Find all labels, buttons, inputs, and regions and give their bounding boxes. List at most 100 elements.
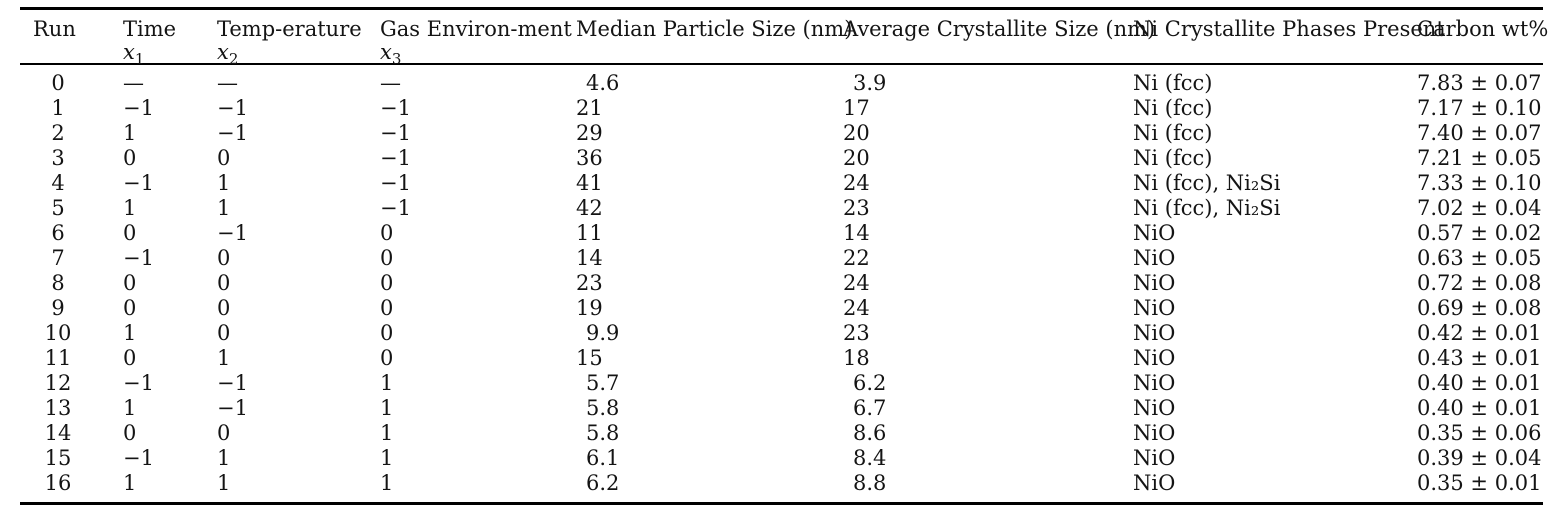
cell-gas-environment-x3: 1 <box>380 396 576 421</box>
table-row: 5 1 1 −1 42 23 Ni (fcc), Ni₂Si 7.02 ± 0.… <box>20 196 1543 221</box>
cell-run: 11 <box>20 346 123 371</box>
carbon-wt-value: 0.39 ± 0.04 <box>1417 446 1542 470</box>
x1-value: 1 <box>123 121 137 145</box>
cell-temperature-x2: 1 <box>217 171 380 196</box>
carbon-wt-value: 0.69 ± 0.08 <box>1417 296 1542 320</box>
cell-carbon-wt: 0.39 ± 0.04 <box>1417 446 1543 471</box>
median-particle-size-value: 6.2 <box>586 471 620 495</box>
table-row: 10 1 0 0 9.9 23 NiO 0.42 ± 0.01 <box>20 321 1543 346</box>
variable-symbol: x <box>380 40 392 64</box>
col-header-label: Temp-erature <box>217 17 362 41</box>
x1-value: 1 <box>123 471 137 495</box>
cell-temperature-x2: −1 <box>217 221 380 246</box>
average-crystallite-size-value: 14 <box>843 221 870 245</box>
cell-median-particle-size: 23 <box>576 271 843 296</box>
x1-value: 0 <box>123 346 137 370</box>
table-row: 2 1 −1 −1 29 20 Ni (fcc) 7.40 ± 0.07 <box>20 121 1543 146</box>
cell-average-crystallite-size: 8.4 <box>843 446 1133 471</box>
table-row: 15 −1 1 1 6.1 8.4 NiO 0.39 ± 0.04 <box>20 446 1543 471</box>
x3-value: 0 <box>380 346 394 370</box>
median-particle-size-value: 19 <box>576 296 603 320</box>
cell-gas-environment-x3: 0 <box>380 346 576 371</box>
cell-ni-phases: NiO <box>1133 346 1417 371</box>
cell-ni-phases: NiO <box>1133 396 1417 421</box>
cell-temperature-x2: −1 <box>217 121 380 146</box>
cell-ni-phases: Ni (fcc) <box>1133 64 1417 96</box>
cell-time-x1: −1 <box>123 371 217 396</box>
median-particle-size-value: 21 <box>576 96 603 120</box>
cell-run: 2 <box>20 121 123 146</box>
cell-median-particle-size: 4.6 <box>576 64 843 96</box>
cell-ni-phases: Ni (fcc), Ni₂Si <box>1133 171 1417 196</box>
cell-temperature-x2: 0 <box>217 421 380 446</box>
cell-median-particle-size: 41 <box>576 171 843 196</box>
carbon-wt-value: 7.17 ± 0.10 <box>1417 96 1542 120</box>
col-header-run: Run <box>20 8 123 65</box>
average-crystallite-size-value: 8.4 <box>853 446 887 470</box>
average-crystallite-size-value: 24 <box>843 296 870 320</box>
cell-time-x1: — <box>123 64 217 96</box>
average-crystallite-size-value: 22 <box>843 246 870 270</box>
cell-median-particle-size: 5.8 <box>576 421 843 446</box>
cell-temperature-x2: 1 <box>217 446 380 471</box>
cell-run: 15 <box>20 446 123 471</box>
x1-value: — <box>123 71 144 95</box>
cell-carbon-wt: 0.69 ± 0.08 <box>1417 296 1543 321</box>
carbon-wt-value: 0.43 ± 0.01 <box>1417 346 1542 370</box>
x3-value: 1 <box>380 371 394 395</box>
x2-value: 0 <box>217 321 231 345</box>
median-particle-size-value: 5.8 <box>586 421 620 445</box>
median-particle-size-value: 5.7 <box>586 371 620 395</box>
x2-value: 0 <box>217 296 231 320</box>
table-row: 3 0 0 −1 36 20 Ni (fcc) 7.21 ± 0.05 <box>20 146 1543 171</box>
cell-gas-environment-x3: 0 <box>380 271 576 296</box>
cell-time-x1: −1 <box>123 96 217 121</box>
carbon-wt-value: 7.33 ± 0.10 <box>1417 171 1542 195</box>
run-value: 9 <box>51 296 65 320</box>
carbon-wt-value: 0.35 ± 0.06 <box>1417 421 1542 445</box>
average-crystallite-size-value: 23 <box>843 321 870 345</box>
x2-value: 0 <box>217 271 231 295</box>
cell-temperature-x2: 0 <box>217 246 380 271</box>
cell-average-crystallite-size: 6.2 <box>843 371 1133 396</box>
median-particle-size-value: 42 <box>576 196 603 220</box>
x1-value: −1 <box>123 246 154 270</box>
col-header-median-particle-size: Median Particle Size (nm) <box>576 8 852 65</box>
ni-phases-value: NiO <box>1133 396 1176 420</box>
run-value: 11 <box>44 346 72 370</box>
average-crystallite-size-value: 23 <box>843 196 870 220</box>
median-particle-size-value: 41 <box>576 171 603 195</box>
ni-phases-value: NiO <box>1133 471 1176 495</box>
cell-temperature-x2: 0 <box>217 296 380 321</box>
run-value: 5 <box>51 196 65 220</box>
cell-average-crystallite-size: 24 <box>843 271 1133 296</box>
cell-run: 6 <box>20 221 123 246</box>
cell-temperature-x2: −1 <box>217 96 380 121</box>
x3-value: −1 <box>380 196 411 220</box>
table-body: 0 — — — 4.6 3.9 Ni (fcc) 7.83 ± 0.07 1 −… <box>20 64 1543 504</box>
cell-time-x1: 0 <box>123 146 217 171</box>
cell-ni-phases: NiO <box>1133 371 1417 396</box>
cell-gas-environment-x3: 1 <box>380 421 576 446</box>
average-crystallite-size-value: 8.8 <box>853 471 887 495</box>
x2-value: 0 <box>217 246 231 270</box>
run-value: 3 <box>51 146 65 170</box>
cell-median-particle-size: 6.1 <box>576 446 843 471</box>
col-header-label: Ni Crystallite Phases Present <box>1133 17 1445 41</box>
ni-phases-value: Ni (fcc) <box>1133 71 1213 95</box>
cell-average-crystallite-size: 24 <box>843 171 1133 196</box>
cell-carbon-wt: 7.02 ± 0.04 <box>1417 196 1543 221</box>
cell-temperature-x2: −1 <box>217 396 380 421</box>
ni-phases-value: Ni (fcc), Ni₂Si <box>1133 196 1281 220</box>
cell-median-particle-size: 5.7 <box>576 371 843 396</box>
ni-phases-value: Ni (fcc), Ni₂Si <box>1133 171 1281 195</box>
col-header-variable: x1 <box>123 41 217 67</box>
run-value: 13 <box>44 396 72 420</box>
x1-value: 0 <box>123 296 137 320</box>
run-value: 10 <box>44 321 72 345</box>
cell-gas-environment-x3: 0 <box>380 246 576 271</box>
col-header-temperature: Temp-erature x2 <box>217 8 380 67</box>
cell-ni-phases: NiO <box>1133 421 1417 446</box>
x3-value: 1 <box>380 396 394 420</box>
col-header-time: Time x1 <box>123 8 217 67</box>
